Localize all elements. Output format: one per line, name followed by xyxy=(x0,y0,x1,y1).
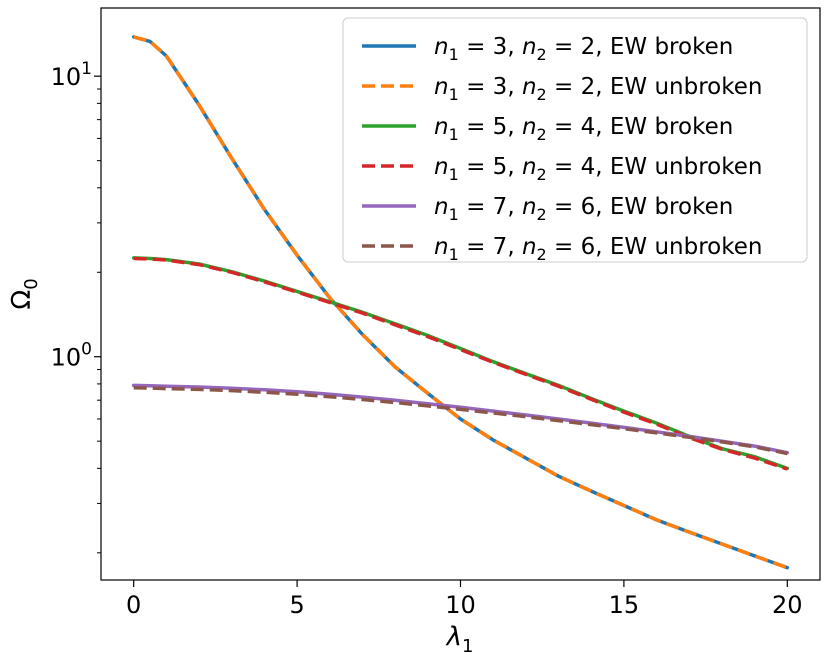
legend-entry: n1 = 7, n2 = 6, EW broken xyxy=(362,194,733,224)
legend-entries: n1 = 3, n2 = 2, EW broken n1 = 3, n2 = 2,… xyxy=(362,34,762,264)
x-tick-label: 10 xyxy=(445,591,476,619)
y-tick-label-base: 10 xyxy=(51,344,82,372)
x-axis-label: λ1 xyxy=(445,622,474,657)
legend-label: n1 = 3, n2 = 2, EW broken xyxy=(434,34,733,64)
x-tick-label: 0 xyxy=(126,591,141,619)
legend-entry: n1 = 5, n2 = 4, EW unbroken xyxy=(362,154,762,184)
legend-label: n1 = 5, n2 = 4, EW broken xyxy=(434,114,733,144)
y-tick-label: 101 xyxy=(51,59,92,91)
x-tick-label: 20 xyxy=(772,591,803,619)
x-axis-label-symbol: λ xyxy=(445,622,462,652)
legend-label: n1 = 7, n2 = 6, EW unbroken xyxy=(434,234,762,264)
legend-label: n1 = 3, n2 = 2, EW unbroken xyxy=(434,74,762,104)
series-line-4 xyxy=(133,256,788,471)
legend-entry: n1 = 5, n2 = 4, EW broken xyxy=(362,114,733,144)
legend-label: n1 = 5, n2 = 4, EW unbroken xyxy=(434,154,762,184)
y-tick-label-exponent: 0 xyxy=(81,340,92,360)
y-axis-label: Ω0 xyxy=(7,278,42,309)
legend: n1 = 3, n2 = 2, EW broken n1 = 3, n2 = 2,… xyxy=(342,17,808,264)
legend-box xyxy=(342,17,808,263)
y-axis-label-subscript: 0 xyxy=(21,278,42,289)
series-line-2 xyxy=(133,35,788,570)
x-axis-label-subscript: 1 xyxy=(462,636,473,657)
legend-entry: n1 = 3, n2 = 2, EW broken xyxy=(362,34,733,64)
y-tick-label-exponent: 1 xyxy=(81,59,92,79)
series-lines xyxy=(131,35,790,570)
series-line-6 xyxy=(133,386,788,456)
legend-label: n1 = 7, n2 = 6, EW broken xyxy=(434,194,733,224)
y-tick-label-base: 10 xyxy=(51,63,82,91)
legend-entry: n1 = 3, n2 = 2, EW unbroken xyxy=(362,74,762,104)
x-tick-label: 15 xyxy=(609,591,640,619)
legend-entry: n1 = 7, n2 = 6, EW unbroken xyxy=(362,234,762,264)
y-tick-label: 100 xyxy=(51,340,92,372)
y-axis-label-symbol: Ω xyxy=(7,290,37,310)
x-tick-label: 5 xyxy=(289,591,304,619)
